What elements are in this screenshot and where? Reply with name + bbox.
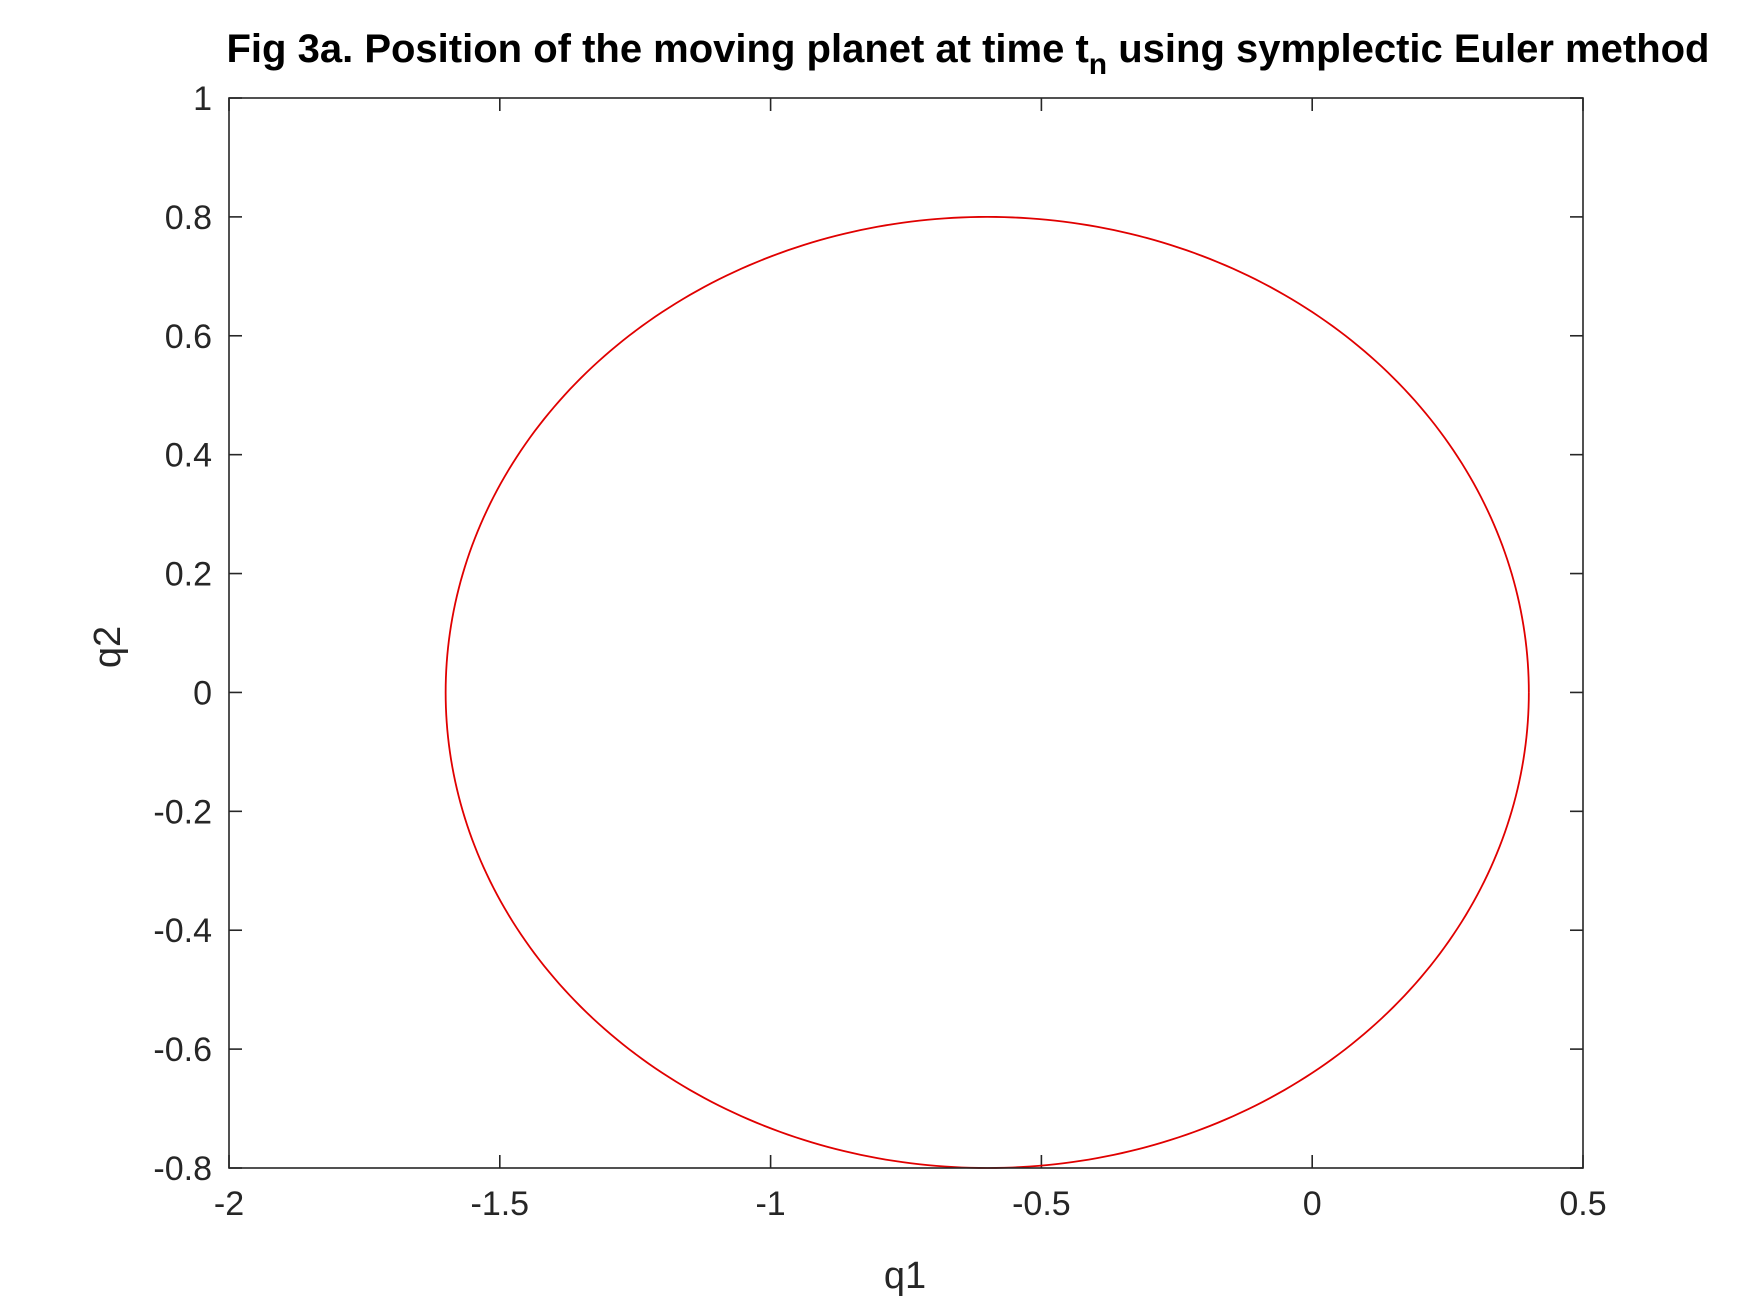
- y-tick-label: -0.4: [153, 912, 212, 950]
- y-tick-label: 0: [193, 674, 212, 712]
- y-tick-label: 1: [193, 80, 212, 118]
- x-tick-label: -1: [755, 1185, 785, 1223]
- axes-box: [228, 97, 1584, 1169]
- plot-series: [444, 215, 1530, 1169]
- x-tick-label: -2: [214, 1185, 244, 1223]
- orbit-line: [444, 215, 1530, 1169]
- x-tick-label: -1.5: [471, 1185, 530, 1223]
- chart-title-main: Fig 3a. Position of the moving planet at…: [227, 27, 1089, 71]
- x-axis-label: q1: [884, 1255, 926, 1297]
- y-tick-label: 0.4: [165, 437, 212, 475]
- y-axis-label: q2: [87, 626, 129, 668]
- chart-title-subscript: n: [1089, 48, 1107, 81]
- x-tick-label: 0: [1303, 1185, 1322, 1223]
- x-tick-label: 0.5: [1559, 1185, 1606, 1223]
- chart-title: Fig 3a. Position of the moving planet at…: [227, 27, 1710, 81]
- y-tick-label: -0.2: [153, 793, 212, 831]
- y-tick-label: -0.8: [153, 1150, 212, 1188]
- y-tick-label: 0.6: [165, 318, 212, 356]
- axis-tick-labels: -2 -1.5 -1 -0.5 0 0.5 -0.8 -0.6 -0.4 -0.2 0 0.2 0.4 0…: [153, 80, 1606, 1223]
- x-tick-label: -0.5: [1012, 1185, 1071, 1223]
- y-tick-label: -0.6: [153, 1031, 212, 1069]
- y-tick-label: 0.8: [165, 199, 212, 237]
- y-tick-label: 0.2: [165, 556, 212, 594]
- chart-title-suffix: using symplectic Euler method: [1107, 27, 1709, 71]
